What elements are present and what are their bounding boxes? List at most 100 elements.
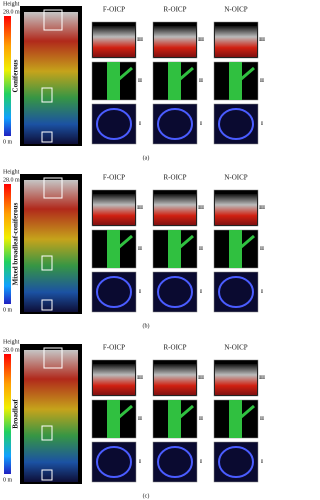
stem-points — [229, 62, 242, 100]
level-label: II — [199, 247, 203, 252]
height-label: Height — [3, 1, 20, 7]
section-ring — [96, 446, 132, 478]
level-label: II — [138, 247, 142, 252]
detail-image — [91, 441, 137, 483]
level-label: II — [260, 79, 264, 84]
zoom-box — [43, 9, 63, 31]
tree-points — [24, 350, 78, 482]
level-label: III — [259, 376, 265, 381]
bottom-label: 0 m — [3, 307, 13, 313]
level-label: II — [138, 79, 142, 84]
method-header: F-OICP — [103, 344, 125, 352]
detail-image — [213, 271, 259, 313]
top-label: 28.0 m — [3, 347, 20, 353]
colorbar — [4, 16, 11, 136]
detail-image — [152, 103, 198, 145]
level-label: I — [261, 290, 263, 295]
branch-points — [117, 234, 133, 250]
caption: (c) — [143, 492, 150, 499]
detail-image — [91, 103, 137, 145]
forest-type: Coniferous — [12, 59, 20, 92]
method-header: R-OICP — [164, 174, 187, 182]
level-label: III — [198, 38, 204, 43]
forest-type: Broadleaf — [12, 399, 20, 429]
method-header: N-OICP — [224, 344, 247, 352]
method-header: F-OICP — [103, 174, 125, 182]
level-label: II — [260, 247, 264, 252]
zoom-box — [43, 177, 63, 199]
bottom-label: 0 m — [3, 477, 13, 483]
detail-image — [213, 103, 259, 145]
level-label: I — [200, 290, 202, 295]
colorbar — [4, 354, 11, 474]
stem-points — [168, 230, 181, 268]
stem-points — [107, 400, 120, 438]
branch-points — [117, 66, 133, 82]
section-ring — [96, 276, 132, 308]
level-label: I — [261, 460, 263, 465]
crown-points — [93, 194, 135, 225]
zoom-box — [41, 425, 53, 441]
level-label: I — [139, 460, 141, 465]
crown-points — [215, 194, 257, 225]
detail-image — [152, 441, 198, 483]
method-header: F-OICP — [103, 6, 125, 14]
method-header: R-OICP — [164, 6, 187, 14]
level-label: III — [137, 206, 143, 211]
branch-points — [117, 404, 133, 420]
stem-points — [168, 62, 181, 100]
section-ring — [218, 108, 254, 140]
level-label: III — [137, 376, 143, 381]
branch-points — [239, 234, 255, 250]
branch-points — [178, 404, 194, 420]
crown-points — [154, 194, 196, 225]
tree-points — [24, 12, 78, 144]
crown-points — [215, 26, 257, 57]
section-ring — [218, 446, 254, 478]
stem-points — [107, 62, 120, 100]
zoom-box — [41, 299, 53, 311]
top-label: 28.0 m — [3, 9, 20, 15]
panel: Height 28.0 m 0 m Mixed broadleaf-coniferou… — [3, 169, 265, 329]
detail-image — [91, 271, 137, 313]
branch-points — [239, 404, 255, 420]
section-ring — [218, 276, 254, 308]
method-header: N-OICP — [224, 6, 247, 14]
section-ring — [157, 446, 193, 478]
level-label: III — [198, 376, 204, 381]
zoom-box — [41, 131, 53, 143]
crown-points — [93, 26, 135, 57]
section-ring — [96, 108, 132, 140]
branch-points — [178, 66, 194, 82]
level-label: I — [200, 460, 202, 465]
caption: (b) — [143, 322, 150, 329]
stem-points — [229, 230, 242, 268]
level-label: II — [138, 417, 142, 422]
level-label: III — [259, 38, 265, 43]
crown-points — [154, 26, 196, 57]
level-label: III — [137, 38, 143, 43]
crown-points — [93, 364, 135, 395]
section-ring — [157, 276, 193, 308]
caption: (a) — [143, 154, 150, 161]
method-header: N-OICP — [224, 174, 247, 182]
level-label: I — [200, 122, 202, 127]
forest-type: Mixed broadleaf-coniferous — [12, 202, 20, 285]
level-label: III — [259, 206, 265, 211]
height-label: Height — [3, 169, 20, 175]
level-label: III — [198, 206, 204, 211]
zoom-box — [41, 87, 53, 103]
bottom-label: 0 m — [3, 139, 13, 145]
stem-points — [107, 230, 120, 268]
branch-points — [178, 234, 194, 250]
crown-points — [154, 364, 196, 395]
crown-points — [215, 364, 257, 395]
level-label: I — [261, 122, 263, 127]
top-label: 28.0 m — [3, 177, 20, 183]
level-label: II — [260, 417, 264, 422]
level-label: II — [199, 417, 203, 422]
zoom-box — [43, 347, 63, 369]
